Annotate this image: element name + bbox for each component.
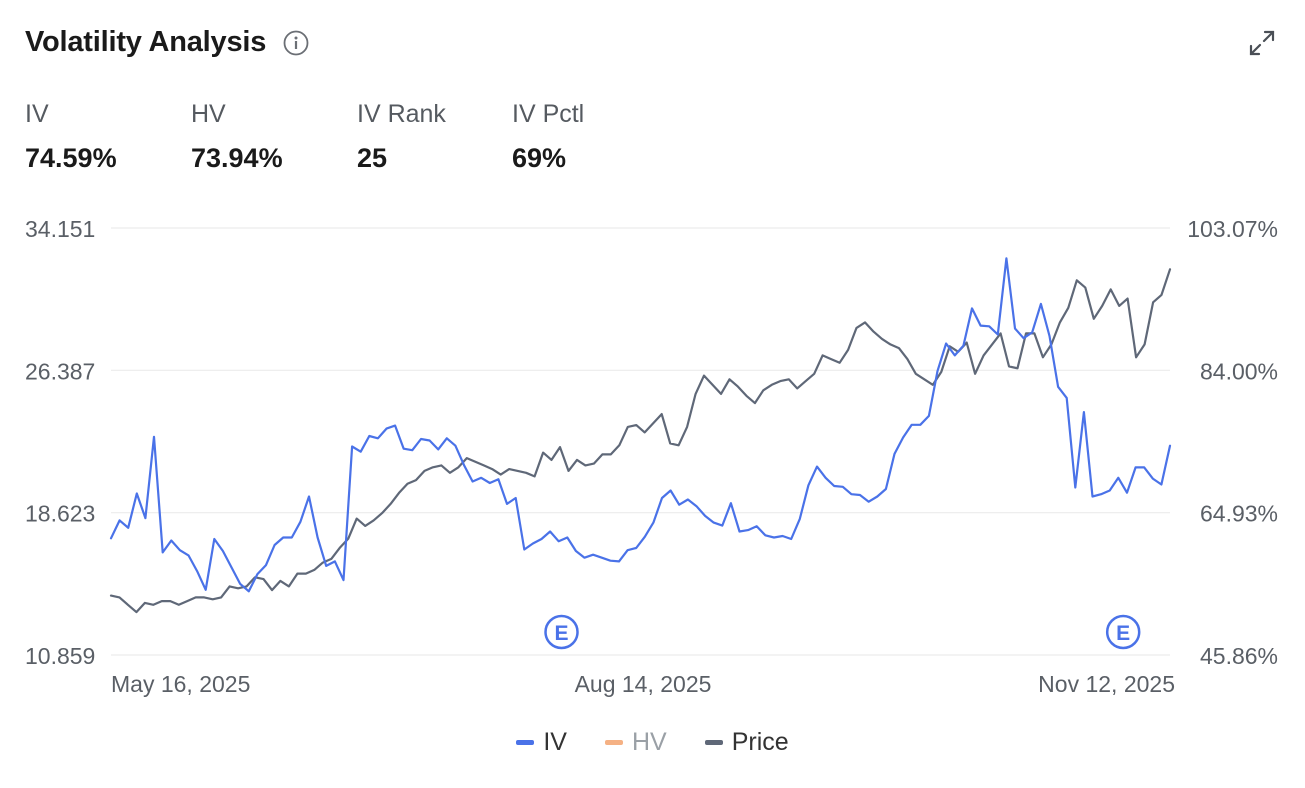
y-right-tick-label: 84.00% xyxy=(1200,358,1278,384)
legend-item-iv[interactable]: IV xyxy=(516,728,567,757)
header: Volatility Analysis xyxy=(25,26,309,59)
series-line-price xyxy=(109,268,1172,614)
series-line-iv xyxy=(109,257,1172,593)
stat-value: 69% xyxy=(512,143,567,173)
y-right-tick-label: 103.07% xyxy=(1187,216,1278,242)
earnings-marker-label: E xyxy=(1116,622,1130,645)
stat-value: 73.94% xyxy=(191,143,283,173)
earnings-marker-label: E xyxy=(555,622,569,645)
stat-value: 74.59% xyxy=(25,143,117,173)
legend-swatch-iv xyxy=(516,740,535,745)
stat-label: IV Rank xyxy=(357,100,446,128)
y-left-tick-label: 26.387 xyxy=(25,358,95,384)
legend-swatch-price xyxy=(704,740,723,745)
chart-title: Volatility Analysis xyxy=(25,26,267,58)
stat-iv: IV 74.59% xyxy=(25,100,191,174)
y-right-tick-label: 45.86% xyxy=(1200,643,1278,669)
stat-label: IV xyxy=(25,100,49,128)
legend-swatch-hv xyxy=(604,740,623,745)
earnings-marker xyxy=(1105,614,1141,650)
legend-item-price[interactable]: Price xyxy=(704,728,789,757)
legend-label: Price xyxy=(731,728,789,756)
y-left-tick-label: 34.151 xyxy=(25,216,95,242)
stat-iv-rank: IV Rank 25 xyxy=(357,100,512,174)
earnings-marker xyxy=(544,614,579,650)
volatility-chart[interactable]: 34.151 103.07% 26.387 84.00% 18.623 64.93% 10.… xyxy=(0,0,1305,710)
stat-iv-pctl: IV Pctl 69% xyxy=(512,100,662,174)
x-tick-label: Nov 12, 2025 xyxy=(1038,671,1175,697)
legend-item-hv[interactable]: HV xyxy=(604,728,667,757)
x-tick-label: May 16, 2025 xyxy=(111,671,250,697)
legend-label: IV xyxy=(543,728,567,756)
info-icon[interactable] xyxy=(283,30,309,56)
stat-hv: HV 73.94% xyxy=(191,100,357,174)
legend: IV HV Price xyxy=(0,728,1305,757)
y-left-tick-label: 18.623 xyxy=(25,501,95,527)
stat-label: HV xyxy=(191,100,226,128)
legend-label: HV xyxy=(631,728,667,756)
x-tick-label: Aug 14, 2025 xyxy=(575,671,712,697)
y-left-tick-label: 10.859 xyxy=(25,643,95,669)
stats-row: IV 74.59% HV 73.94% IV Rank 25 IV Pctl 6… xyxy=(25,100,662,174)
expand-icon[interactable] xyxy=(1247,28,1277,58)
stat-value: 25 xyxy=(357,143,388,173)
stat-label: IV Pctl xyxy=(512,100,585,128)
y-right-tick-label: 64.93% xyxy=(1200,501,1278,527)
